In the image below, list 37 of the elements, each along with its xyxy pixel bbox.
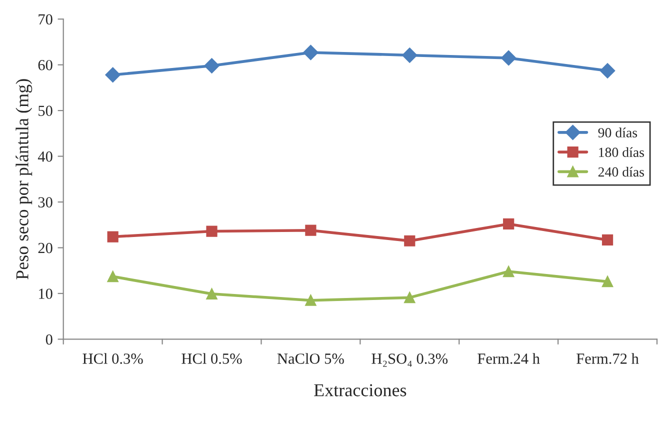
point	[602, 276, 614, 288]
x-axis-title: Extracciones	[314, 384, 406, 396]
point	[107, 231, 118, 242]
y-tick-label: 20	[38, 242, 52, 254]
point	[404, 235, 416, 246]
y-tick-label: 60	[38, 60, 52, 70]
point	[600, 63, 616, 78]
point	[305, 224, 316, 236]
point	[206, 226, 218, 237]
legend-label: 90 días	[598, 128, 638, 138]
point	[402, 48, 418, 63]
x-tick-label: NaClO 5%	[277, 353, 344, 364]
point	[303, 44, 318, 60]
point	[105, 67, 120, 82]
point	[602, 234, 614, 246]
legend-label: 240 días	[598, 166, 644, 177]
y-tick-label: 50	[38, 106, 52, 116]
point	[404, 292, 416, 304]
x-tick-label: Ferm.72 h	[576, 353, 639, 364]
point	[107, 270, 118, 282]
point	[501, 50, 516, 66]
legend-label: 180 días	[599, 147, 644, 158]
point	[503, 218, 514, 230]
y-tick-label: 0	[46, 334, 52, 345]
y-axis-title: Peso seco por plántula (mg)	[16, 79, 32, 280]
x-tick-label: HCl 0.3%	[82, 353, 143, 364]
x-tick-label: Ferm.24 h	[478, 353, 540, 364]
y-tick-label: 70	[38, 14, 52, 25]
y-tick-label: 30	[38, 197, 52, 208]
x-tick-label: H₂SO₄ 0.3%	[372, 354, 448, 367]
point	[305, 294, 316, 306]
y-tick-label: 40	[38, 151, 52, 162]
point	[503, 266, 514, 278]
y-tick-label: 10	[39, 288, 52, 299]
point	[204, 58, 220, 74]
point	[206, 288, 218, 300]
x-tick-label: HCl 0.5%	[182, 353, 242, 364]
